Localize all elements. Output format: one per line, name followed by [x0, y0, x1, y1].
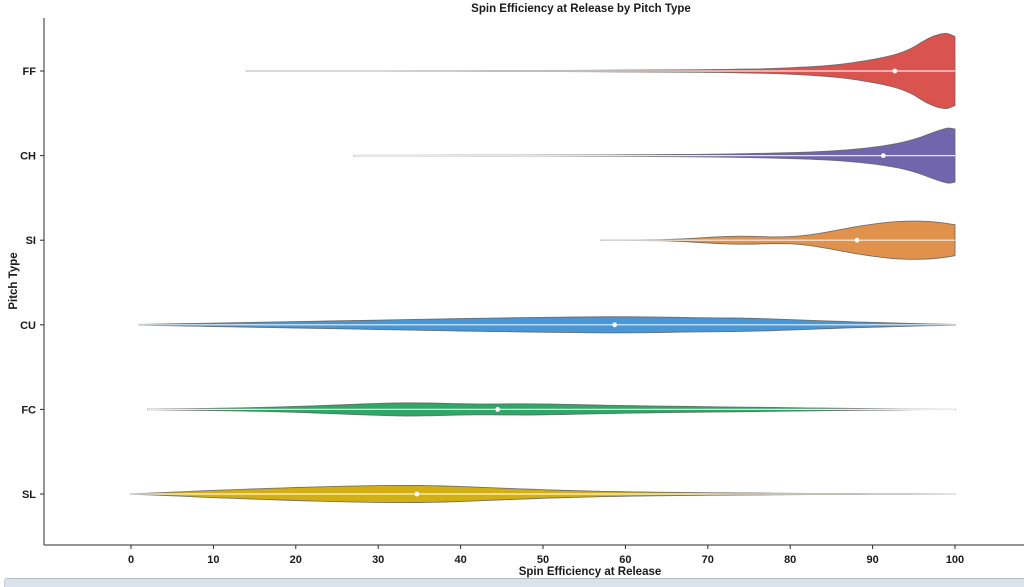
x-tick-label: 60 [619, 554, 631, 566]
median-dot-ch [880, 153, 886, 159]
x-tick-label: 100 [946, 554, 964, 566]
y-tick-label-ff: FF [23, 66, 37, 78]
violin-ff [245, 32, 956, 110]
x-axis-title: Spin Efficiency at Release [518, 566, 662, 578]
median-dot-sl [414, 491, 420, 497]
violin-sl [130, 484, 956, 504]
x-tick-label: 70 [702, 554, 714, 566]
violin-fc [147, 402, 956, 417]
y-tick-label-fc: FC [21, 404, 36, 416]
violin-ch [353, 127, 956, 184]
y-tick-label-sl: SL [22, 489, 36, 501]
y-tick-label-ch: CH [20, 151, 36, 163]
x-tick-label: 20 [290, 554, 302, 566]
x-tick-label: 40 [454, 554, 466, 566]
x-tick-label: 30 [372, 554, 384, 566]
x-tick-label: 0 [128, 554, 134, 566]
median-dot-cu [612, 322, 618, 328]
violin-si [600, 220, 956, 260]
x-tick-label: 90 [866, 554, 878, 566]
y-tick-label-si: SI [26, 235, 36, 247]
x-tick-label: 80 [784, 554, 796, 566]
violin-cu [138, 316, 956, 334]
y-tick-label-cu: CU [20, 320, 36, 332]
median-dot-si [854, 237, 860, 243]
x-tick-label: 50 [537, 554, 549, 566]
median-dot-ff [892, 68, 898, 74]
x-tick-label: 10 [207, 554, 219, 566]
chart-title: Spin Efficiency at Release by Pitch Type [471, 3, 691, 15]
window-bottom-edge [4, 578, 1024, 587]
median-dot-fc [495, 407, 501, 412]
